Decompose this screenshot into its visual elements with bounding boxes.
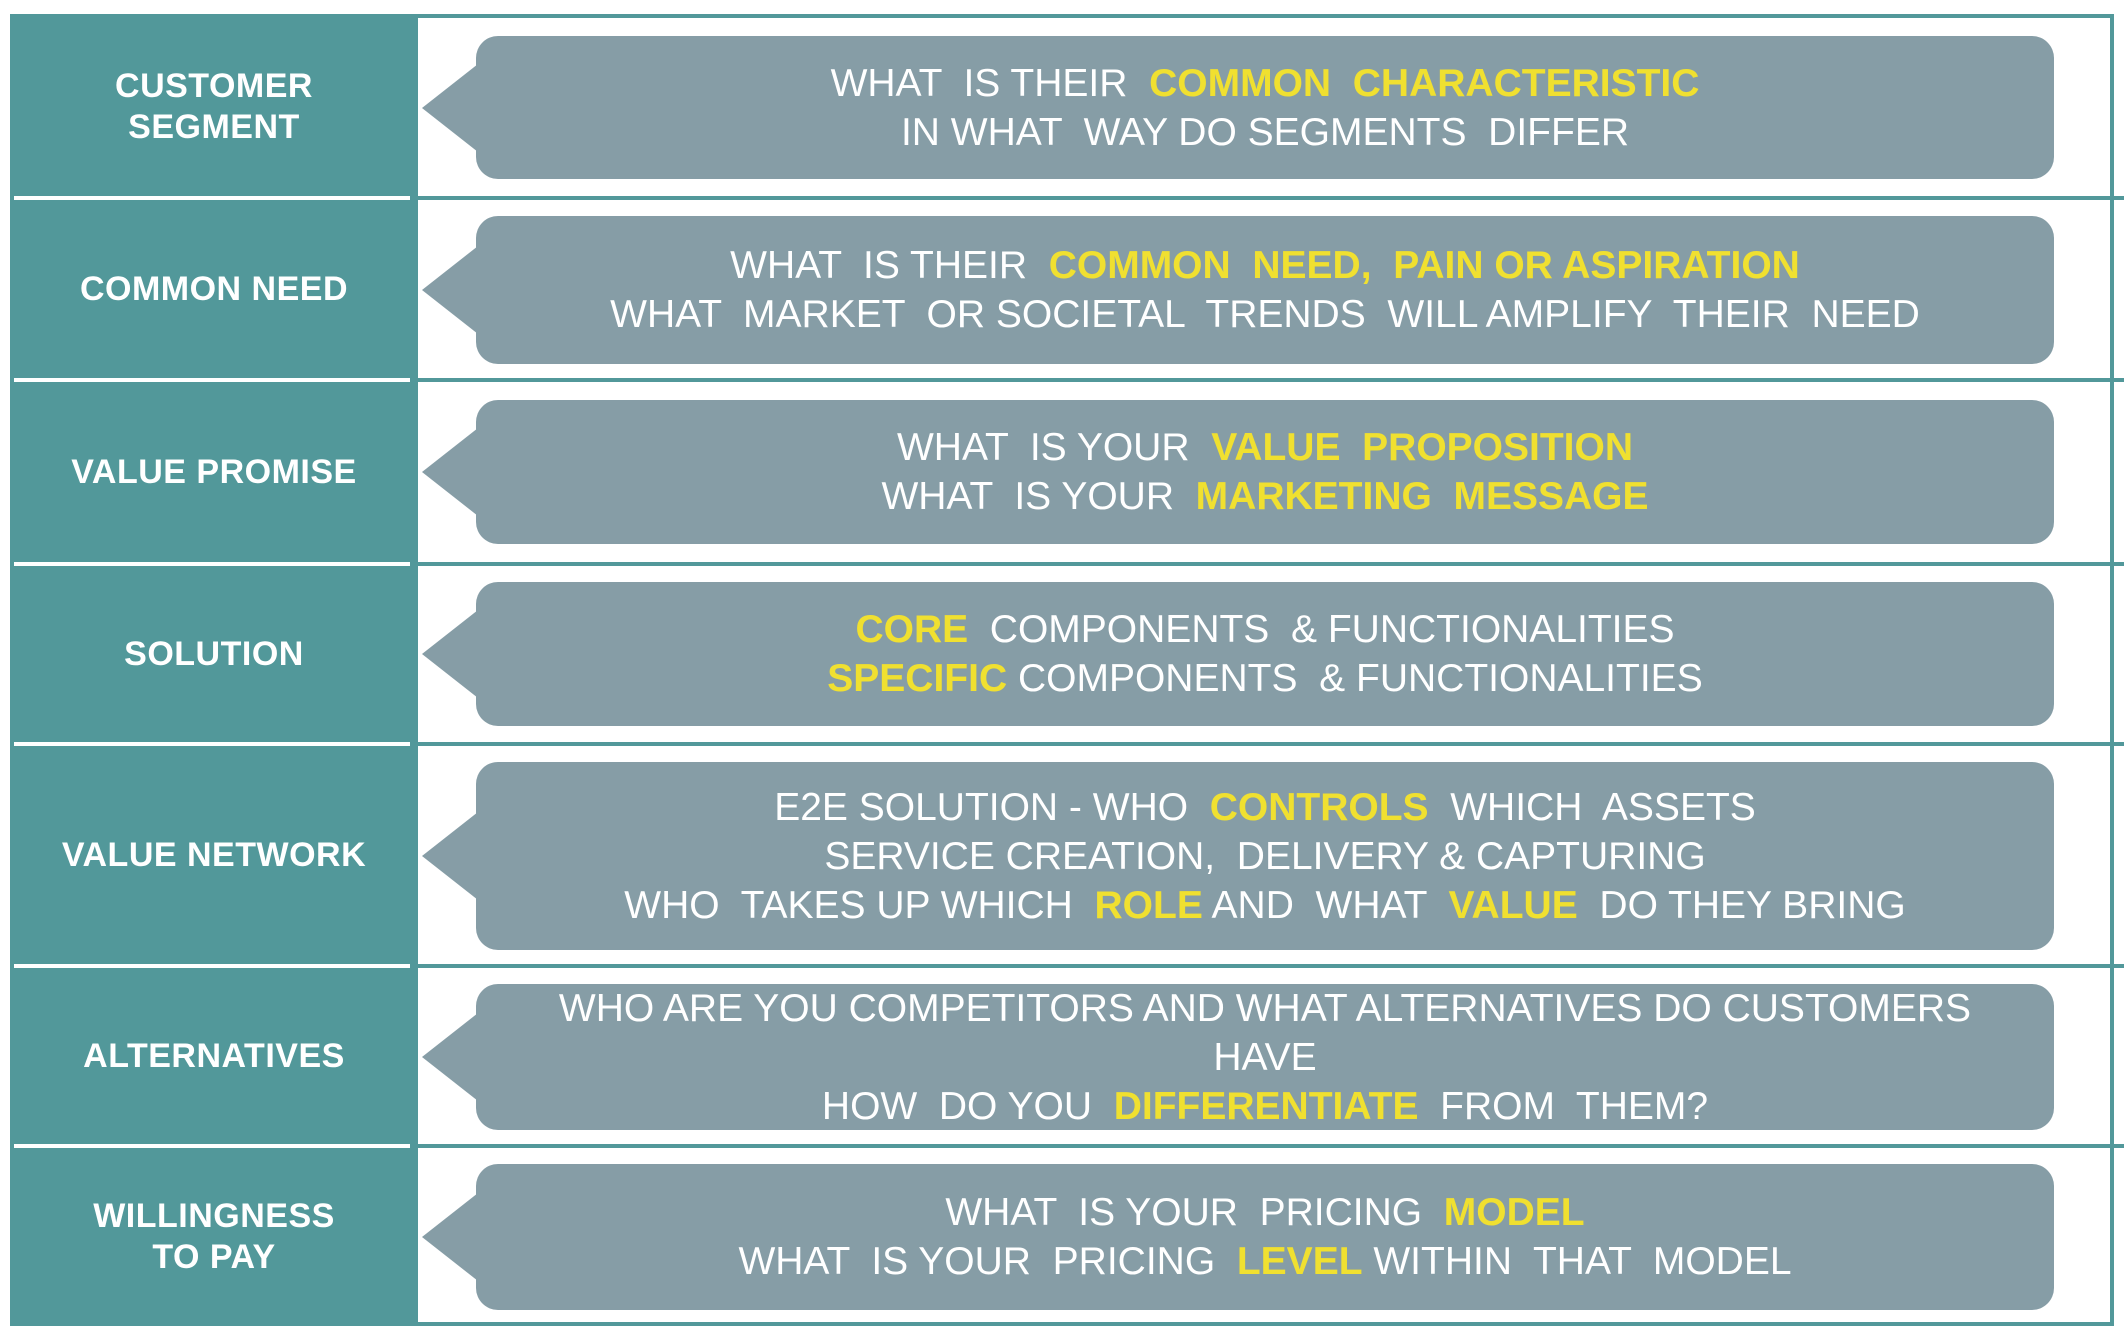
bubble-line: HAVE [1213,1033,1316,1082]
row-label: SOLUTION [10,566,418,742]
bubble-line: E2E SOLUTION - WHO CONTROLS WHICH ASSETS [774,783,1756,832]
highlight-segment: LEVEL [1236,1240,1363,1283]
row-value-promise: VALUE PROMISE WHAT IS YOUR VALUE PROPOSI… [10,382,2114,562]
question-bubble: CORE COMPONENTS & FUNCTIONALITIES SPECIF… [422,582,2054,726]
bubble-pointer [422,1013,478,1101]
row-solution: SOLUTION CORE COMPONENTS & FUNCTIONALITI… [10,566,2114,742]
text-segment: HOW DO YOU [821,1084,1114,1128]
text-segment: WHO TAKES UP WHICH [624,883,1095,927]
highlight-segment: CONTROLS [1209,785,1429,829]
text-segment: WHAT IS THEIR [730,244,1049,287]
text-segment: WHAT IS YOUR [896,426,1212,469]
bubble-line: HOW DO YOU DIFFERENTIATE FROM THEM? [822,1082,1708,1131]
row-separator [410,964,2124,968]
row-alternatives: ALTERNATIVES WHO ARE YOU COMPETITORS AND… [10,968,2114,1144]
highlight-segment: VALUE [1448,883,1578,927]
highlight-segment: MODEL [1443,1191,1585,1234]
text-segment: WHAT IS YOUR PRICING [945,1191,1444,1234]
question-bubble: WHO ARE YOU COMPETITORS AND WHAT ALTERNA… [422,984,2054,1131]
bubble-pointer [422,812,478,900]
text-segment: WHAT IS YOUR PRICING [738,1240,1237,1283]
question-bubble: WHAT IS THEIR COMMON NEED, PAIN OR ASPIR… [422,216,2054,364]
question-bubble: WHAT IS YOUR VALUE PROPOSITION WHAT IS Y… [422,400,2054,544]
row-separator [410,196,2124,200]
text-segment: HAVE [1213,1035,1317,1079]
row-separator [410,378,2124,382]
question-bubble: E2E SOLUTION - WHO CONTROLS WHICH ASSETS… [422,762,2054,950]
highlight-segment: COMMON NEED, PAIN OR ASPIRATION [1048,244,1800,287]
text-segment: WITHIN THAT MODEL [1362,1240,1792,1283]
text-segment: COMPONENTS & FUNCTIONALITIES [1007,657,1703,700]
highlight-segment: ROLE [1094,883,1203,927]
row-common-need: COMMON NEED WHAT IS THEIR COMMON NEED, P… [10,200,2114,378]
bubble-line: WHO ARE YOU COMPETITORS AND WHAT ALTERNA… [559,984,1971,1033]
highlight-segment: COMMON CHARACTERISTIC [1149,61,1700,105]
bubble-line: WHAT IS YOUR MARKETING MESSAGE [881,472,1648,521]
row-label: COMMON NEED [10,200,418,378]
bubble-line: WHO TAKES UP WHICH ROLE AND WHAT VALUE D… [624,881,1905,930]
text-segment: WHAT IS YOUR [881,475,1196,518]
text-segment: SERVICE CREATION, DELIVERY & CAPTURING [824,834,1706,878]
bubble-line: IN WHAT WAY DO SEGMENTS DIFFER [901,108,1629,157]
row-label: VALUE PROMISE [10,382,418,562]
row-separator [410,1144,2124,1148]
row-customer-segment: CUSTOMER SEGMENT WHAT IS THEIR COMMON CH… [10,18,2114,196]
bubble-pointer [422,1193,478,1281]
bubble-line: WHAT IS YOUR PRICING LEVEL WITHIN THAT M… [738,1237,1791,1286]
row-label: WILLINGNESS TO PAY [10,1148,418,1326]
bubble-pointer [422,63,478,152]
bubble-line: SERVICE CREATION, DELIVERY & CAPTURING [824,832,1705,881]
text-segment: WHICH ASSETS [1428,785,1756,829]
highlight-segment: MARKETING MESSAGE [1195,475,1649,518]
highlight-segment: CORE [855,608,969,651]
bubble-line: WHAT IS THEIR COMMON CHARACTERISTIC [831,59,1700,108]
row-separator [410,562,2124,566]
highlight-segment: DIFFERENTIATE [1113,1084,1419,1128]
text-segment: DO THEY BRING [1577,883,1906,927]
text-segment: WHAT IS THEIR [830,61,1150,105]
bubble-line: SPECIFIC COMPONENTS & FUNCTIONALITIES [827,654,1702,703]
text-segment: E2E SOLUTION - WHO [774,785,1210,829]
text-segment: AND WHAT [1202,883,1449,927]
row-label: VALUE NETWORK [10,746,418,964]
bubble-line: CORE COMPONENTS & FUNCTIONALITIES [855,605,1674,654]
bubble-line: WHAT MARKET OR SOCIETAL TRENDS WILL AMPL… [610,290,1920,339]
bubble-line: WHAT IS YOUR PRICING MODEL [945,1188,1584,1237]
bubble-pointer [422,610,478,698]
text-segment: WHAT MARKET OR SOCIETAL TRENDS WILL AMPL… [610,293,1920,336]
row-separator [410,742,2124,746]
bubble-line: WHAT IS THEIR COMMON NEED, PAIN OR ASPIR… [730,241,1800,290]
text-segment: IN WHAT WAY DO SEGMENTS DIFFER [900,110,1630,154]
question-bubble: WHAT IS THEIR COMMON CHARACTERISTIC IN W… [422,36,2054,179]
row-label: ALTERNATIVES [10,968,418,1144]
row-value-network: VALUE NETWORK E2E SOLUTION - WHO CONTROL… [10,746,2114,964]
row-label: CUSTOMER SEGMENT [10,18,418,196]
bubble-pointer [422,246,478,334]
text-segment: WHO ARE YOU COMPETITORS AND WHAT ALTERNA… [558,986,1972,1030]
bubble-pointer [422,428,478,516]
text-segment: FROM THEM? [1418,1084,1709,1128]
question-bubble: WHAT IS YOUR PRICING MODEL WHAT IS YOUR … [422,1164,2054,1310]
row-willingness-to-pay: WILLINGNESS TO PAY WHAT IS YOUR PRICING … [10,1148,2114,1326]
highlight-segment: SPECIFIC [827,657,1008,700]
highlight-segment: VALUE PROPOSITION [1211,426,1634,469]
text-segment: COMPONENTS & FUNCTIONALITIES [968,608,1675,651]
bubble-line: WHAT IS YOUR VALUE PROPOSITION [897,423,1633,472]
